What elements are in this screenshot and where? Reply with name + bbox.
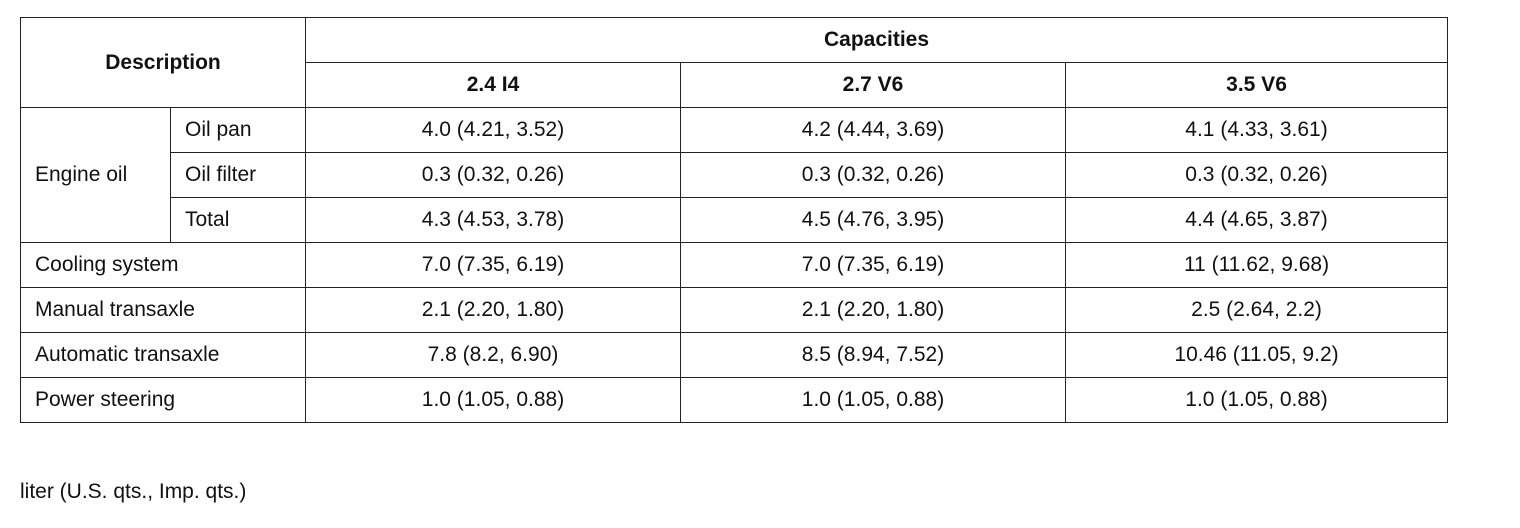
capacity-table: Description Capacities 2.4 I4 2.7 V6 3.5…: [20, 17, 1449, 423]
row-label: Automatic transaxle: [20, 332, 306, 378]
table-row: Cooling system 7.0 (7.35, 6.19) 7.0 (7.35,…: [20, 242, 1449, 288]
table-row: Oil filter 0.3 (0.32, 0.26) 0.3 (0.32, 0.2…: [21, 152, 1449, 198]
value-cell: 4.4 (4.65, 3.87): [1064, 197, 1449, 243]
row-label: Manual transaxle: [20, 287, 306, 333]
value-cell: 0.3 (0.32, 0.26): [680, 152, 1066, 198]
value-cell: 2.1 (2.20, 1.80): [305, 287, 681, 333]
value-cell: 7.0 (7.35, 6.19): [680, 242, 1066, 288]
header-row: Description Capacities: [20, 17, 1449, 108]
header-cell: 2.7 V6: [680, 62, 1066, 108]
row-label: Total: [170, 197, 306, 243]
value-cell: 2.1 (2.20, 1.80): [680, 287, 1066, 333]
value-cell: 2.5 (2.64, 2.2): [1064, 287, 1449, 333]
value-cell: 7.0 (7.35, 6.19): [305, 242, 681, 288]
header-cell: 2.4 I4: [305, 62, 681, 108]
value-cell: 11 (11.62, 9.68): [1064, 242, 1449, 288]
table-body: Description Capacities 2.4 I4 2.7 V6 3.5…: [20, 17, 1449, 423]
header-cell: Description: [20, 17, 306, 108]
value-cell: 1.0 (1.05, 0.88): [1064, 377, 1449, 423]
value-cell: 1.0 (1.05, 0.88): [680, 377, 1066, 423]
footnote: liter (U.S. qts., Imp. qts.): [20, 480, 247, 503]
header-cell: 3.5 V6: [1064, 62, 1449, 108]
value-cell: 4.1 (4.33, 3.61): [1064, 107, 1449, 153]
value-cell: 8.5 (8.94, 7.52): [680, 332, 1066, 378]
group-label: Engine oil: [20, 107, 171, 243]
table-row: Manual transaxle 2.1 (2.20, 1.80) 2.1 (2.2…: [20, 287, 1449, 333]
row-label: Oil filter: [170, 152, 306, 198]
value-cell: 4.5 (4.76, 3.95): [680, 197, 1066, 243]
table-row: Engine oil Oil pan 4.0 (4.21, 3.52) 4.2 (4.…: [20, 107, 1449, 243]
value-cell: 4.2 (4.44, 3.69): [680, 107, 1066, 153]
value-cell: 7.8 (8.2, 6.90): [305, 332, 681, 378]
value-cell: 1.0 (1.05, 0.88): [305, 377, 681, 423]
table-row: Power steering 1.0 (1.05, 0.88) 1.0 (1.05,…: [20, 377, 1449, 423]
value-cell: 0.3 (0.32, 0.26): [305, 152, 681, 198]
table-row: Total 4.3 (4.53, 3.78) 4.5 (4.76, 3.95) 4.4…: [21, 197, 1449, 243]
value-cell: 10.46 (11.05, 9.2): [1064, 332, 1449, 378]
row-label: Power steering: [20, 377, 306, 423]
value-cell: 4.3 (4.53, 3.78): [305, 197, 681, 243]
value-cell: 0.3 (0.32, 0.26): [1064, 152, 1449, 198]
header-row: 2.4 I4 2.7 V6 3.5 V6: [21, 62, 1449, 108]
table-row: Automatic transaxle 7.8 (8.2, 6.90) 8.5 (8…: [20, 332, 1449, 378]
header-cell: Capacities: [304, 17, 1449, 63]
row-label: Oil pan: [170, 107, 306, 153]
row-label: Cooling system: [20, 242, 306, 288]
value-cell: 4.0 (4.21, 3.52): [305, 107, 681, 153]
